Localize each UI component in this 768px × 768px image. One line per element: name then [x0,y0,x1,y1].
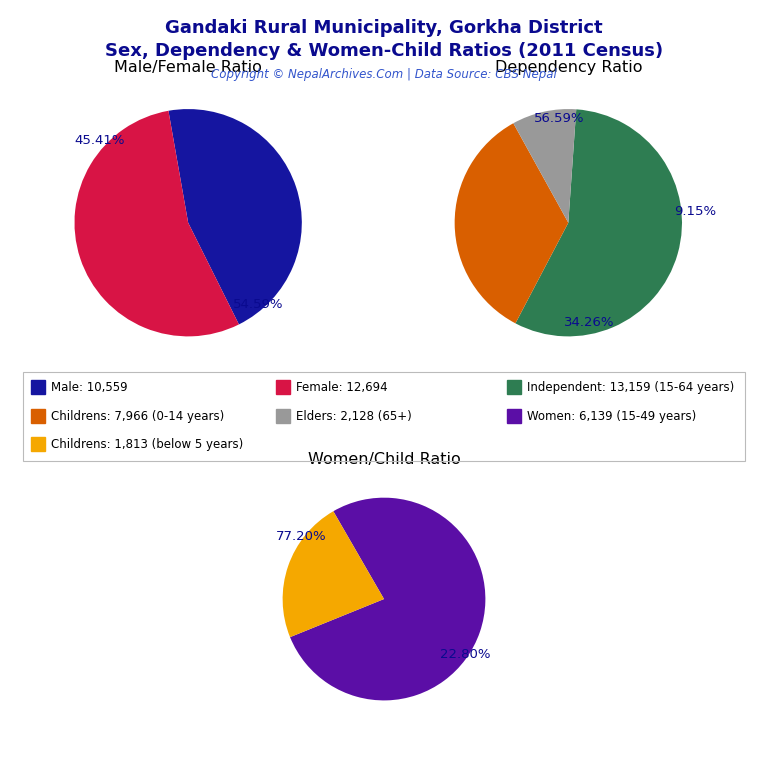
Text: Childrens: 7,966 (0-14 years): Childrens: 7,966 (0-14 years) [51,410,224,423]
Text: Elders: 2,128 (65+): Elders: 2,128 (65+) [296,410,412,423]
Title: Male/Female Ratio: Male/Female Ratio [114,61,262,75]
Text: 34.26%: 34.26% [564,316,614,329]
Wedge shape [513,109,576,223]
Text: 56.59%: 56.59% [534,111,584,124]
Text: Sex, Dependency & Women-Child Ratios (2011 Census): Sex, Dependency & Women-Child Ratios (20… [105,42,663,60]
Text: 9.15%: 9.15% [674,205,717,218]
Text: Copyright © NepalArchives.Com | Data Source: CBS Nepal: Copyright © NepalArchives.Com | Data Sou… [211,68,557,81]
Wedge shape [455,123,568,323]
Text: 77.20%: 77.20% [276,530,326,543]
Text: 22.80%: 22.80% [440,648,490,661]
Text: Women: 6,139 (15-49 years): Women: 6,139 (15-49 years) [527,410,696,423]
Wedge shape [290,498,485,700]
Text: 54.59%: 54.59% [233,298,284,311]
Text: Independent: 13,159 (15-64 years): Independent: 13,159 (15-64 years) [527,382,734,395]
Text: 45.41%: 45.41% [74,134,124,147]
Wedge shape [74,111,239,336]
Title: Dependency Ratio: Dependency Ratio [495,61,642,75]
Text: Gandaki Rural Municipality, Gorkha District: Gandaki Rural Municipality, Gorkha Distr… [165,19,603,37]
Wedge shape [168,109,302,324]
Title: Women/Child Ratio: Women/Child Ratio [308,452,460,467]
Wedge shape [283,511,384,637]
Text: Female: 12,694: Female: 12,694 [296,382,388,395]
Text: Male: 10,559: Male: 10,559 [51,382,127,395]
Wedge shape [515,109,682,336]
Text: Childrens: 1,813 (below 5 years): Childrens: 1,813 (below 5 years) [51,439,243,452]
